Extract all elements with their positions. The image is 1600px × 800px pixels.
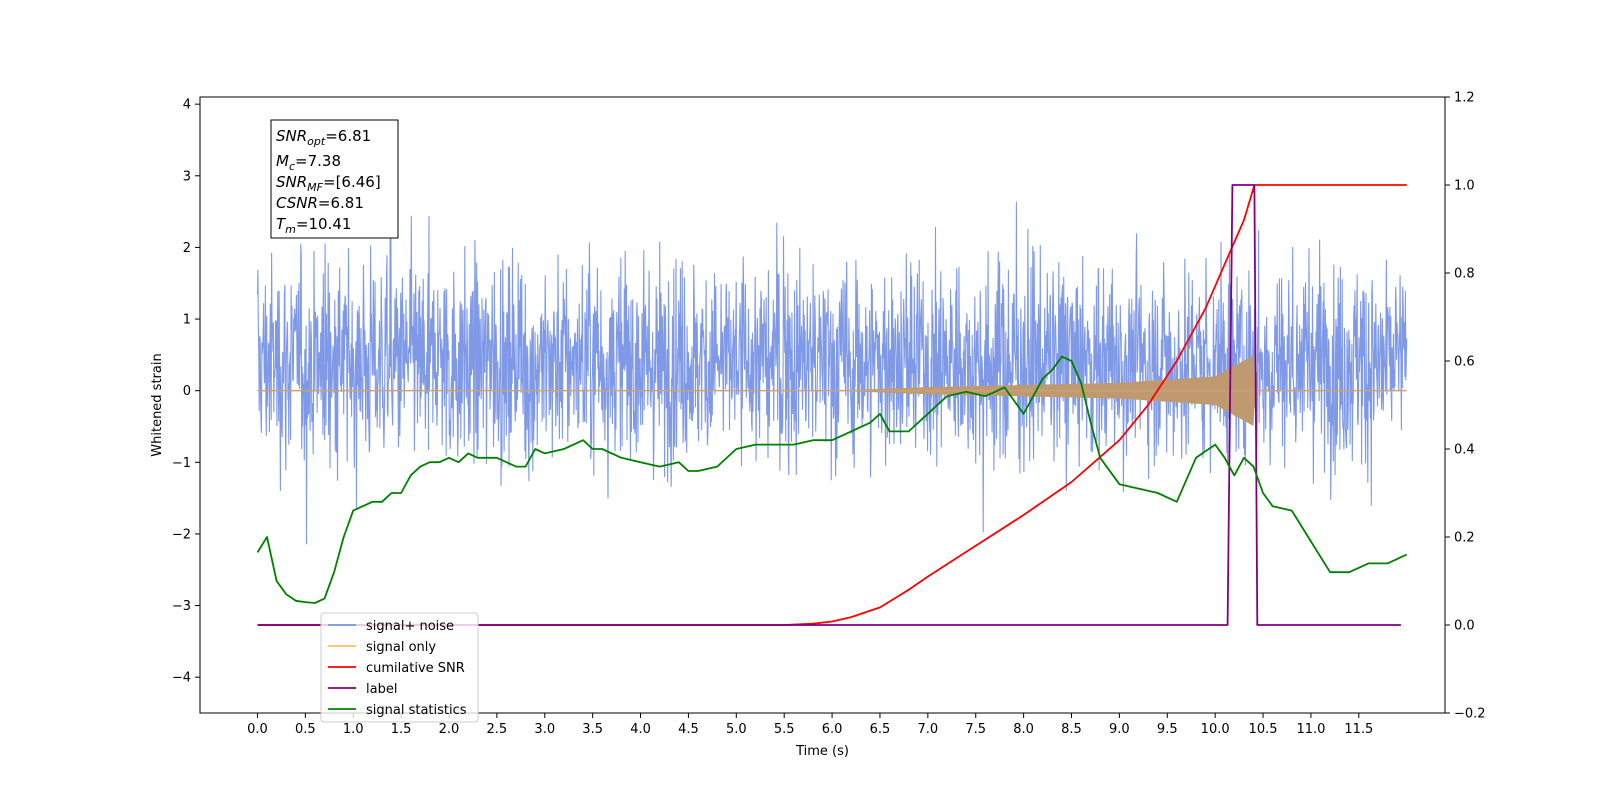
y2-tick-label: 0.6 (1454, 355, 1475, 370)
plot-frame (199, 96, 1446, 714)
signal-only-series (257, 355, 1407, 426)
legend-entry: cumilative SNR (366, 661, 465, 676)
y-axis-ticks: −4 −3 −2 −1 0 1 2 3 4 (172, 98, 200, 686)
x-tick-label: 3.5 (582, 722, 603, 737)
y-tick-label: −2 (172, 527, 191, 542)
y2-axis-ticks: −0.2 0.0 0.2 0.4 0.6 0.8 1.0 1.2 (1445, 91, 1486, 722)
y-tick-label: 4 (183, 98, 191, 113)
x-tick-label: 1.0 (343, 722, 364, 737)
x-tick-label: 10.0 (1201, 722, 1230, 737)
right-axis-series (256, 184, 1408, 626)
x-tick-label: 7.5 (965, 722, 986, 737)
x-tick-label: 9.0 (1109, 722, 1130, 737)
x-tick-label: 4.0 (630, 722, 651, 737)
y-tick-label: 1 (183, 313, 191, 328)
info-line: CSNR=6.81 (276, 194, 364, 212)
x-tick-label: 3.0 (534, 722, 555, 737)
info-line: Mc=7.38 (276, 152, 341, 173)
y2-tick-label: 1.2 (1454, 91, 1475, 106)
legend-entry: signal+ noise (366, 619, 454, 634)
legend: signal+ noise signal only cumilative SNR la… (320, 612, 479, 723)
x-axis-ticks: 0.0 0.5 1.0 1.5 2.0 2.5 3.0 3.5 4.0 4.5 5.0 5.5 6.0 6… (247, 713, 1373, 737)
x-tick-label: 9.5 (1157, 722, 1178, 737)
signal-noise-series (256, 201, 1408, 545)
y2-tick-label: −0.2 (1454, 707, 1486, 722)
x-tick-label: 0.0 (247, 722, 268, 737)
x-tick-label: 6.0 (822, 722, 843, 737)
y2-tick-label: 1.0 (1454, 179, 1475, 194)
y-tick-label: 2 (183, 241, 191, 256)
x-axis-label: Time (s) (795, 744, 849, 759)
y-tick-label: 0 (183, 384, 191, 399)
info-line: Tm=10.41 (276, 215, 351, 236)
info-line: SNRopt=6.81 (276, 127, 371, 148)
y2-tick-label: 0.4 (1454, 443, 1475, 458)
y-tick-label: 3 (183, 169, 191, 184)
x-tick-label: 11.0 (1296, 722, 1325, 737)
y2-tick-label: 0.0 (1454, 619, 1475, 634)
x-tick-label: 5.0 (726, 722, 747, 737)
legend-entry: signal only (366, 640, 436, 655)
x-tick-label: 2.5 (487, 722, 508, 737)
x-tick-label: 11.5 (1344, 722, 1373, 737)
signal-noise-line (256, 201, 1408, 545)
x-tick-label: 10.5 (1249, 722, 1278, 737)
y-tick-label: −3 (172, 599, 191, 614)
signal-statistics-line (256, 355, 1408, 604)
label-line (257, 184, 1401, 626)
y-axis-label: Whitened strain (150, 353, 165, 456)
x-tick-label: 0.5 (295, 722, 316, 737)
x-tick-label: 4.5 (678, 722, 699, 737)
x-tick-label: 2.0 (439, 722, 460, 737)
cumulative-snr-line (257, 184, 1407, 626)
y-tick-label: −4 (172, 671, 191, 686)
info-box-frame (270, 119, 399, 239)
x-tick-label: 8.5 (1061, 722, 1082, 737)
x-tick-label: 6.5 (870, 722, 891, 737)
legend-entry: label (366, 682, 397, 697)
x-tick-label: 8.0 (1013, 722, 1034, 737)
x-tick-label: 1.5 (391, 722, 412, 737)
y-tick-label: −1 (172, 456, 191, 471)
legend-frame (320, 612, 479, 723)
y2-tick-label: 0.2 (1454, 531, 1475, 546)
x-tick-label: 5.5 (774, 722, 795, 737)
x-tick-label: 7.0 (918, 722, 939, 737)
legend-entry: signal statistics (366, 703, 467, 718)
y2-tick-label: 0.8 (1454, 267, 1475, 282)
info-line: SNRMF=[6.46] (276, 173, 381, 194)
